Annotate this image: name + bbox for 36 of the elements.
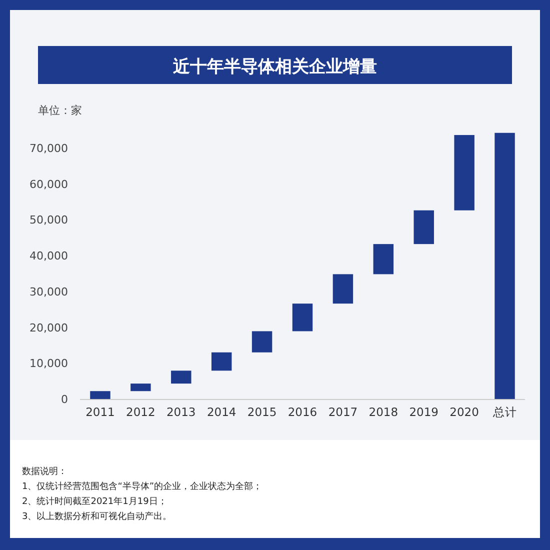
y-tick-label: 10,000 (30, 357, 68, 370)
bar (414, 210, 434, 244)
x-tick-label: 2014 (206, 405, 236, 419)
y-tick-label: 0 (61, 393, 68, 406)
bar (171, 370, 192, 384)
x-tick-label: 2017 (328, 405, 358, 419)
y-tick-label: 30,000 (30, 285, 68, 298)
bar (130, 384, 151, 392)
bar (494, 132, 515, 399)
x-tick-label: 2013 (166, 405, 196, 419)
y-tick-label: 20,000 (30, 321, 68, 334)
x-tick-label: 2016 (288, 405, 318, 419)
bar (90, 391, 110, 399)
bar (332, 274, 354, 304)
bar (373, 244, 394, 274)
y-axis-title: 单位：家 (38, 104, 82, 117)
y-tick-label: 40,000 (30, 250, 68, 263)
bar (252, 331, 272, 352)
bar (211, 352, 232, 371)
y-tick-label: 60,000 (30, 178, 68, 191)
text: 数据说明： (22, 466, 67, 477)
bar (292, 304, 313, 332)
x-tick-label: 2015 (247, 405, 277, 419)
y-tick-label: 70,000 (30, 142, 68, 155)
x-tick-label: 2019 (409, 405, 439, 419)
x-tick-label: 2011 (86, 405, 115, 419)
text: 2、统计时间截至2021年1月19日； (22, 496, 167, 507)
x-tick-label: 2012 (126, 405, 156, 419)
x-tick-label: 2018 (368, 405, 398, 419)
text: 3、以上数据分析和可视化自动产出。 (22, 511, 172, 522)
y-tick-label: 50,000 (30, 214, 68, 227)
x-tick-label: 总计 (492, 405, 517, 419)
text: 1、仅统计经营范围包含“半导体”的企业，企业状态为全部； (22, 481, 262, 492)
x-tick-label: 2020 (450, 405, 479, 419)
bar (454, 135, 474, 210)
chart-title: 近十年半导体相关企业增量 (172, 57, 377, 77)
